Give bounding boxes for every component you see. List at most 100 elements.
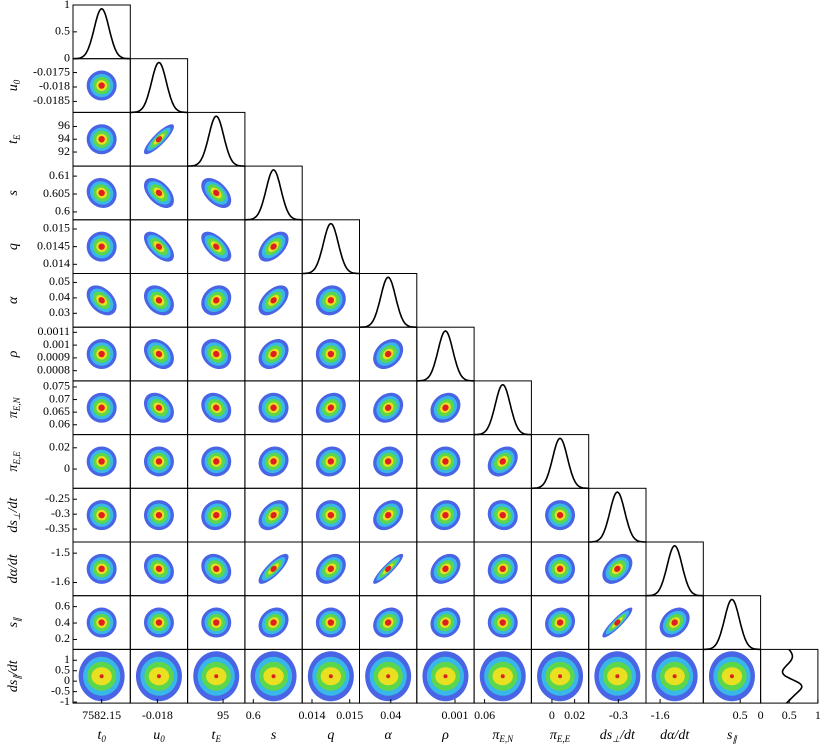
density-contour [327, 404, 335, 411]
y-tick-label: 0.4 [55, 615, 70, 629]
marginal-histogram [244, 169, 303, 221]
label-part: t [212, 728, 217, 743]
axis-label: ρ [441, 728, 449, 743]
label-part: q [327, 728, 334, 743]
y-tick-label: -0.0175 [33, 64, 70, 78]
density-contour [499, 619, 506, 626]
density-contour [155, 189, 163, 197]
density-contour [270, 350, 277, 358]
axis-label: πE,E [550, 728, 571, 744]
density-contour [384, 350, 392, 358]
density-contour [556, 619, 564, 626]
x-tick-label: 0.5 [782, 708, 797, 722]
label-part: s [727, 728, 733, 743]
label-part: ∥ [732, 734, 738, 744]
density-contour [98, 619, 105, 626]
y-tick-label: 0.605 [43, 186, 70, 200]
marginal-histogram [416, 330, 475, 382]
y-tick-label: 0.5 [55, 24, 70, 38]
density-contour [558, 674, 563, 679]
density-contour [99, 674, 104, 679]
y-tick-label: 0.0145 [37, 238, 70, 252]
y-tick-label: 0.0011 [37, 324, 70, 338]
y-tick-label: 96 [58, 118, 70, 132]
marginal-histogram [302, 222, 360, 275]
label-part: dα/dt [660, 728, 690, 743]
marginal-histogram [646, 544, 704, 597]
axis-label: α [384, 728, 392, 743]
panel-frame [416, 326, 475, 382]
density-contour [384, 619, 392, 626]
y-tick-label: 0.6 [55, 598, 70, 612]
density-contour [384, 458, 392, 465]
label-part: u [153, 728, 160, 743]
panel-frame [760, 648, 819, 704]
density-contour [98, 297, 105, 304]
label-part: q [6, 243, 21, 250]
axis-label: t0 [97, 728, 106, 744]
marginal-histogram [73, 7, 131, 60]
density-contour [98, 189, 105, 197]
y-tick-label: -0.35 [45, 521, 70, 535]
panel-frame [473, 380, 532, 436]
y-tick-label: 1 [64, 652, 70, 666]
x-tick-label: 0.5 [733, 708, 748, 722]
y-tick-label: 0.075 [43, 379, 70, 393]
density-contour [213, 189, 220, 197]
density-contour [614, 619, 621, 626]
density-contour [155, 511, 163, 519]
axis-label: s [271, 728, 277, 743]
label-part: π [6, 464, 21, 472]
axis-label: s∥ [727, 728, 738, 744]
density-contour [270, 243, 277, 250]
axis-label: u0 [6, 79, 22, 91]
x-tick-label: 0.001 [442, 708, 469, 722]
axis-label: dα/dt [660, 728, 690, 743]
panel-frame [72, 4, 131, 60]
x-tick-label: 0.06 [474, 708, 495, 722]
x-tick-label: 1 [815, 708, 821, 722]
density-contour [98, 511, 105, 519]
y-tick-label: 0.05 [49, 274, 70, 288]
label-part: ρ [441, 728, 449, 743]
axis-label: ds⊥/dt [6, 497, 22, 533]
label-part: u [6, 84, 21, 91]
label-part: /dt [6, 497, 21, 514]
y-tick-label: 0.6 [55, 204, 70, 218]
density-contour [327, 458, 335, 465]
density-contour [327, 565, 335, 573]
density-contour [155, 350, 163, 358]
label-part: 0 [12, 79, 22, 84]
density-contour [442, 458, 449, 465]
axis-label: α [6, 296, 21, 304]
y-tick-label: 0.02 [49, 440, 70, 454]
density-contour [98, 404, 105, 411]
panel-frame [301, 219, 361, 275]
label-part: ∥ [12, 616, 22, 622]
density-contour [213, 404, 220, 411]
x-tick-label: 0 [549, 708, 555, 722]
density-contour [213, 565, 220, 573]
y-tick-label: 0.07 [49, 391, 70, 405]
marginal-histogram [474, 383, 532, 436]
density-contour [271, 674, 276, 679]
x-tick-label: 0.015 [336, 708, 363, 722]
axis-label: u0 [153, 728, 165, 744]
density-contour [214, 674, 219, 679]
y-tick-label: -0.3 [51, 506, 70, 520]
density-contour [213, 511, 220, 519]
label-part: ⊥ [12, 512, 22, 520]
label-part: ds [6, 679, 21, 692]
y-tick-label: 0 [64, 50, 70, 64]
axis-label: ds∥/dt [6, 659, 22, 692]
y-tick-label: 0 [64, 673, 70, 687]
density-contour [155, 458, 163, 465]
x-tick-label: 0.6 [246, 708, 261, 722]
x-tick-label: 0.02 [564, 708, 585, 722]
x-tick-label: -0.018 [142, 708, 173, 722]
density-contour [672, 674, 677, 679]
density-contour [556, 511, 564, 519]
y-tick-label: 92 [58, 144, 70, 158]
density-contour [155, 297, 163, 304]
density-contour [384, 511, 392, 519]
